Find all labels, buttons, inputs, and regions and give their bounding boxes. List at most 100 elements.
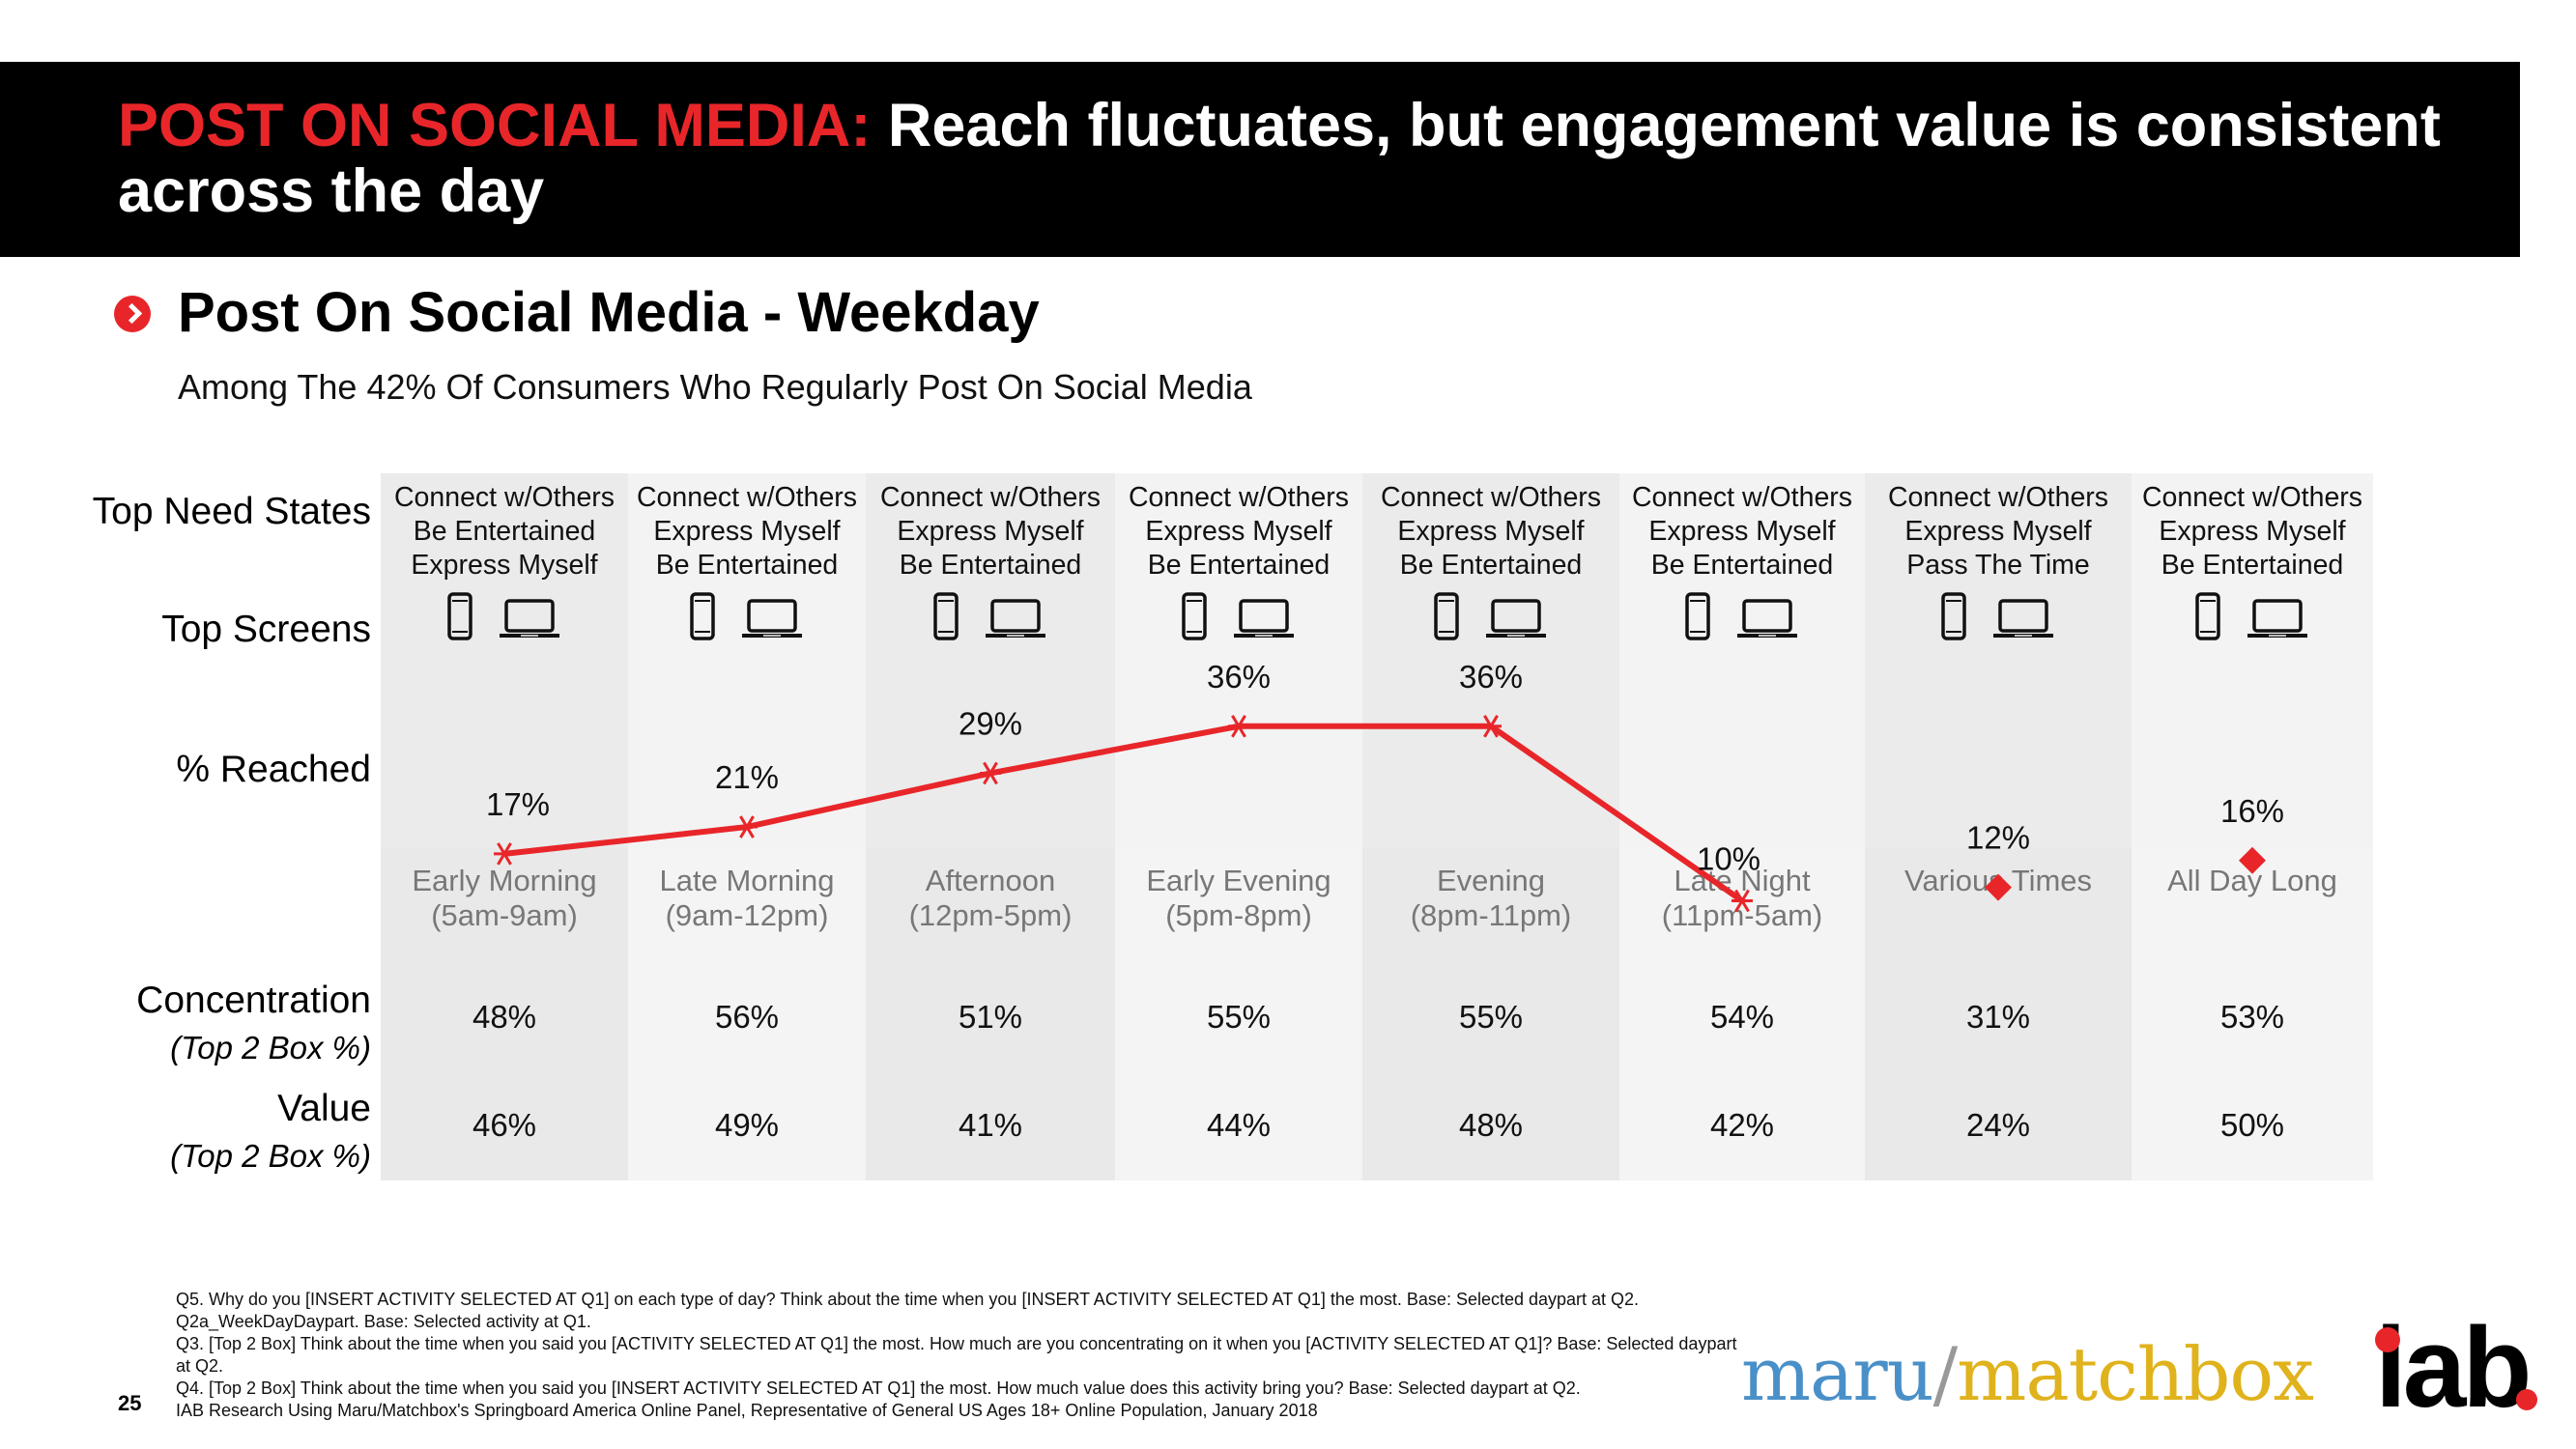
section-title: Post On Social Media - Weekday: [178, 281, 1040, 344]
need-state-item: Connect w/Others: [393, 482, 615, 513]
laptop-icon: [1232, 598, 1296, 645]
need-states: Connect w/Others Express Myself Be Enterta…: [1353, 481, 1629, 582]
reach-data-label: 17%: [486, 786, 550, 822]
row-label-concentration-sub: (Top 2 Box %): [170, 1030, 371, 1065]
reach-data-label: 36%: [1459, 659, 1523, 695]
footnotes: Q5. Why do you [INSERT ACTIVITY SELECTED…: [176, 1289, 1741, 1422]
matchbox-logo-text: matchbox: [1957, 1331, 2314, 1417]
reach-data-point: [2239, 846, 2266, 874]
need-states: Connect w/Others Express Myself Be Enterta…: [1610, 481, 1875, 582]
need-state-item: Express Myself: [1397, 516, 1585, 547]
column-bottom-panel: [1362, 848, 1619, 1180]
column-top-panel: [866, 473, 1115, 848]
smartphone-icon: [1941, 592, 1966, 645]
need-state-item: Express Myself: [1145, 516, 1332, 547]
reach-data-label: 21%: [715, 759, 779, 795]
concentration-value: 55%: [1206, 999, 1272, 1035]
smartphone-icon: [2195, 592, 2220, 645]
value-value: 50%: [2219, 1107, 2285, 1143]
laptop-icon: [2246, 598, 2309, 645]
concentration-value: 53%: [2219, 999, 2285, 1035]
maru-logo-text: maru: [1741, 1331, 1934, 1417]
need-state-item: Express Myself: [1904, 516, 2092, 547]
reach-data-point: [980, 761, 1001, 785]
daypart-label: Afternoon (12pm-5pm): [866, 864, 1115, 933]
concentration-value: 56%: [714, 999, 780, 1035]
smartphone-icon: [690, 592, 715, 645]
need-state-item: Express Myself: [411, 550, 598, 581]
top-screens: [1865, 592, 2132, 645]
daypart-column: Connect w/Others Express Myself Be Enterta…: [2132, 473, 2373, 1180]
daypart-label: Early Evening (5pm-8pm): [1115, 864, 1362, 933]
value-value: 42%: [1709, 1107, 1775, 1143]
reach-data-label: 36%: [1207, 659, 1271, 695]
laptop-icon: [984, 598, 1047, 645]
value-value: 48%: [1458, 1107, 1524, 1143]
need-state-item: Be Entertained: [1399, 550, 1583, 581]
top-screens: [1619, 592, 1865, 645]
daypart-name: Late Morning: [659, 864, 835, 897]
laptop-icon: [740, 598, 804, 645]
column-top-panel: [2132, 473, 2373, 848]
column-top-panel: [1865, 473, 2132, 848]
slide-title-accent: POST ON SOCIAL MEDIA:: [118, 92, 872, 159]
daypart-label: Late Night (11pm-5am): [1619, 864, 1865, 933]
laptop-icon: [1735, 598, 1799, 645]
daypart-name: Evening: [1436, 864, 1546, 897]
need-states: Connect w/Others Express Myself Be Enterta…: [2122, 481, 2383, 582]
value-value: 44%: [1206, 1107, 1272, 1143]
top-screens: [1362, 592, 1619, 645]
need-state-item: Connect w/Others: [1887, 482, 2109, 513]
daypart-column: Connect w/Others Express Myself Pass The T…: [1865, 473, 2132, 1180]
top-screens: [1115, 592, 1362, 645]
page-number: 25: [118, 1391, 142, 1415]
column-bottom-panel: [2132, 848, 2373, 1180]
reach-data-point: [1732, 889, 1753, 913]
subtitle: Among The 42% Of Consumers Who Regularly…: [178, 367, 1252, 407]
row-label-screens: Top Screens: [161, 609, 371, 650]
daypart-column: Connect w/Others Express Myself Be Enterta…: [1115, 473, 1362, 1180]
chevron-bullet-icon: [114, 296, 151, 332]
daypart-time: (5pm-8pm): [1165, 898, 1312, 932]
daypart-column: Connect w/Others Express Myself Be Enterta…: [866, 473, 1115, 1180]
reach-data-label: 10%: [1697, 841, 1760, 877]
reach-data-label: 12%: [1966, 820, 2030, 856]
need-state-item: Express Myself: [897, 516, 1084, 547]
need-state-item: Be Entertained: [413, 516, 596, 547]
daypart-label: Late Morning (9am-12pm): [628, 864, 866, 933]
daypart-column: Connect w/Others Be Entertained Express My…: [381, 473, 628, 1180]
column-bottom-panel: [381, 848, 628, 1180]
daypart-column: Connect w/Others Express Myself Be Enterta…: [628, 473, 866, 1180]
concentration-value: 51%: [958, 999, 1023, 1035]
iab-logo: iab: [2375, 1304, 2532, 1432]
daypart-time: (9am-12pm): [665, 898, 829, 932]
row-label-need-states: Top Need States: [92, 491, 371, 532]
need-state-item: Express Myself: [2159, 516, 2346, 547]
need-state-item: Connect w/Others: [1380, 482, 1602, 513]
need-state-item: Connect w/Others: [636, 482, 858, 513]
column-top-panel: [628, 473, 866, 848]
iab-logo-dot-period: [2516, 1389, 2537, 1410]
smartphone-icon: [447, 592, 472, 645]
row-label-value-sub: (Top 2 Box %): [170, 1138, 371, 1174]
row-label-reached: % Reached: [176, 749, 371, 790]
daypart-time: (11pm-5am): [1661, 898, 1823, 932]
laptop-icon: [1484, 598, 1548, 645]
need-state-item: Be Entertained: [1650, 550, 1834, 581]
iab-logo-dot-top: [2375, 1327, 2400, 1352]
concentration-value: 55%: [1458, 999, 1524, 1035]
smartphone-icon: [933, 592, 959, 645]
reach-data-label: 29%: [959, 705, 1022, 741]
slide-title: POST ON SOCIAL MEDIA: Reach fluctuates, …: [118, 93, 2476, 224]
need-state-item: Be Entertained: [899, 550, 1082, 581]
need-state-item: Be Entertained: [2161, 550, 2344, 581]
laptop-icon: [1991, 598, 2055, 645]
reach-data-point: [736, 815, 758, 838]
footnote-q3: Q3. [Top 2 Box] Think about the time whe…: [176, 1334, 1737, 1376]
reach-series-line: [503, 723, 1744, 903]
need-states: Connect w/Others Express Myself Be Enterta…: [856, 481, 1125, 582]
daypart-time: (8pm-11pm): [1410, 898, 1572, 932]
need-states: Connect w/Others Express Myself Be Enterta…: [618, 481, 875, 582]
footnote-q4: Q4. [Top 2 Box] Think about the time whe…: [176, 1378, 1581, 1398]
